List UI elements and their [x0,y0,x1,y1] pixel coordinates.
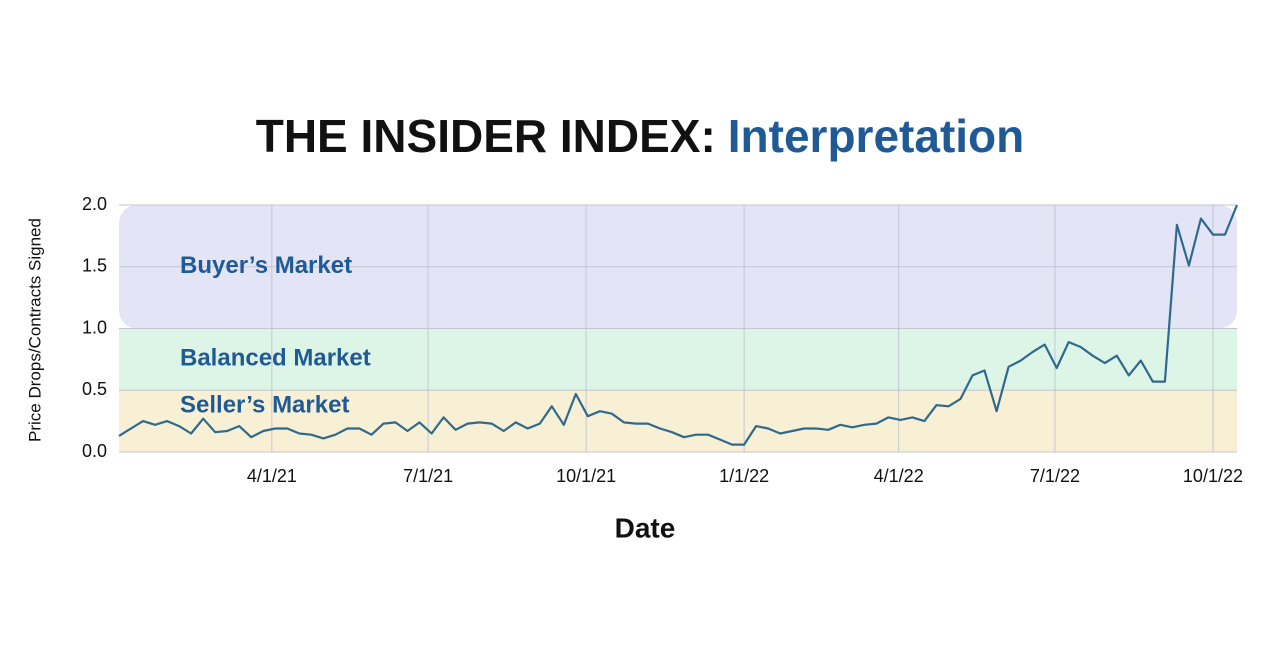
band-label: Seller’s Market [180,392,349,419]
x-tick-label: 7/1/21 [403,466,453,486]
market-band [119,328,1237,391]
y-tick-label: 2.0 [82,194,107,214]
x-tick-label: 1/1/22 [719,466,769,486]
title-main: THE INSIDER INDEX: [256,110,716,162]
market-band [119,390,1237,452]
x-axis-label: Date [615,512,676,543]
x-tick-label: 10/1/22 [1183,466,1243,486]
chart-title: THE INSIDER INDEX: Interpretation [256,110,1025,162]
y-tick-label: 1.0 [82,317,107,337]
y-tick-label: 1.5 [82,256,107,276]
plot-area [119,204,1237,453]
y-axis-label: Price Drops/Contracts Signed [25,218,44,442]
x-tick-label: 4/1/22 [874,466,924,486]
x-tick-label: 7/1/22 [1030,466,1080,486]
band-label: Buyer’s Market [180,252,352,279]
y-tick-label: 0.0 [82,441,107,461]
band-label: Balanced Market [180,345,371,372]
y-tick-label: 0.5 [82,379,107,399]
x-tick-label: 10/1/21 [556,466,616,486]
title-sub: Interpretation [728,110,1024,162]
x-tick-label: 4/1/21 [247,466,297,486]
data-line [118,204,1239,446]
